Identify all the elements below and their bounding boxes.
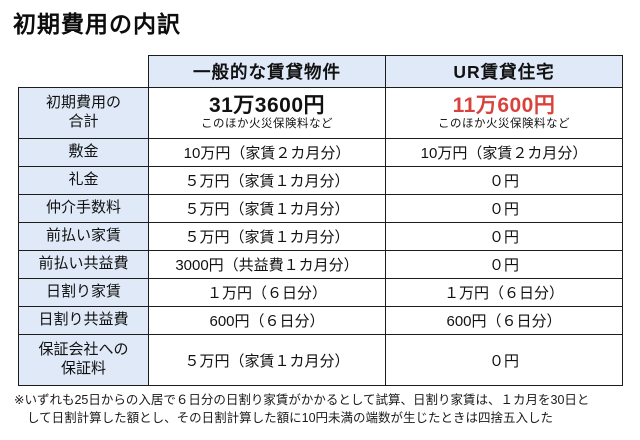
row-label: 仲介手数料 (18, 194, 149, 223)
ur-value-cell: 10万円（家賃２カ月分） (385, 138, 623, 167)
table-row-reikin: 礼金 ５万円（家賃１カ月分） ０円 (18, 166, 623, 195)
row-label: 初期費用の 合計 (18, 87, 149, 139)
general-value-cell: 10万円（家賃２カ月分） (148, 138, 386, 167)
header-row: 一般的な賃貸物件 UR賃貸住宅 (18, 55, 623, 88)
ur-value-cell: ０円 (385, 334, 623, 386)
ur-value-cell: 11万600円 このほか火災保険料など (385, 87, 623, 139)
row-label: 日割り共益費 (18, 306, 149, 335)
footnote: ※いずれも25日からの入居で６日分の日割り家賃がかかるとして試算、日割り家賃は、… (14, 391, 632, 427)
general-value-cell: 31万3600円 このほか火災保険料など (148, 87, 386, 139)
column-header-general: 一般的な賃貸物件 (148, 55, 386, 88)
table-row-maebarai-kyoekihi: 前払い共益費 3000円（共益費１カ月分） ０円 (18, 250, 623, 279)
ur-total-value: 11万600円 (452, 94, 556, 118)
ur-value-cell: ０円 (385, 250, 623, 279)
table-row-hiwari-yachin: 日割り家賃 １万円（６日分） １万円（６日分） (18, 278, 623, 307)
corner-cell (18, 55, 149, 88)
cost-comparison-table: 一般的な賃貸物件 UR賃貸住宅 初期費用の 合計 31万3600円 このほか火災… (18, 55, 623, 386)
general-value-cell: 3000円（共益費１カ月分） (148, 250, 386, 279)
column-header-ur: UR賃貸住宅 (385, 55, 623, 88)
row-label: 保証会社への 保証料 (18, 334, 149, 386)
page-title: 初期費用の内訳 (13, 11, 181, 37)
table-row-hoshoryo: 保証会社への 保証料 ５万円（家賃１カ月分） ０円 (18, 334, 623, 386)
row-label: 前払い共益費 (18, 250, 149, 279)
general-value-cell: ５万円（家賃１カ月分） (148, 194, 386, 223)
table-row-hiwari-kyoekihi: 日割り共益費 600円（６日分） 600円（６日分） (18, 306, 623, 335)
row-label: 前払い家賃 (18, 222, 149, 251)
table-row-chukai: 仲介手数料 ５万円（家賃１カ月分） ０円 (18, 194, 623, 223)
general-value-cell: １万円（６日分） (148, 278, 386, 307)
general-value-cell: ５万円（家賃１カ月分） (148, 166, 386, 195)
row-label: 礼金 (18, 166, 149, 195)
row-label: 日割り家賃 (18, 278, 149, 307)
ur-total-note: このほか火災保険料など (438, 118, 570, 131)
ur-value-cell: 600円（６日分） (385, 306, 623, 335)
general-value-cell: 600円（６日分） (148, 306, 386, 335)
general-total-note: このほか火災保険料など (201, 118, 333, 131)
ur-value-cell: １万円（６日分） (385, 278, 623, 307)
table-row-total: 初期費用の 合計 31万3600円 このほか火災保険料など 11万600円 この… (18, 87, 623, 139)
footnote-line-1: ※いずれも25日からの入居で６日分の日割り家賃がかかるとして試算、日割り家賃は、… (14, 393, 590, 407)
general-value-cell: ５万円（家賃１カ月分） (148, 222, 386, 251)
ur-value-cell: ０円 (385, 166, 623, 195)
general-total-value: 31万3600円 (208, 94, 326, 118)
general-value-cell: ５万円（家賃１カ月分） (148, 334, 386, 386)
table-row-shikikin: 敷金 10万円（家賃２カ月分） 10万円（家賃２カ月分） (18, 138, 623, 167)
ur-value-cell: ０円 (385, 222, 623, 251)
footnote-line-2: して日割計算した額とし、その日割計算した額に10円未満の端数が生じたときは四捨五… (27, 411, 554, 426)
ur-value-cell: ０円 (385, 194, 623, 223)
row-label: 敷金 (18, 138, 149, 167)
table-row-maebarai-yachin: 前払い家賃 ５万円（家賃１カ月分） ０円 (18, 222, 623, 251)
